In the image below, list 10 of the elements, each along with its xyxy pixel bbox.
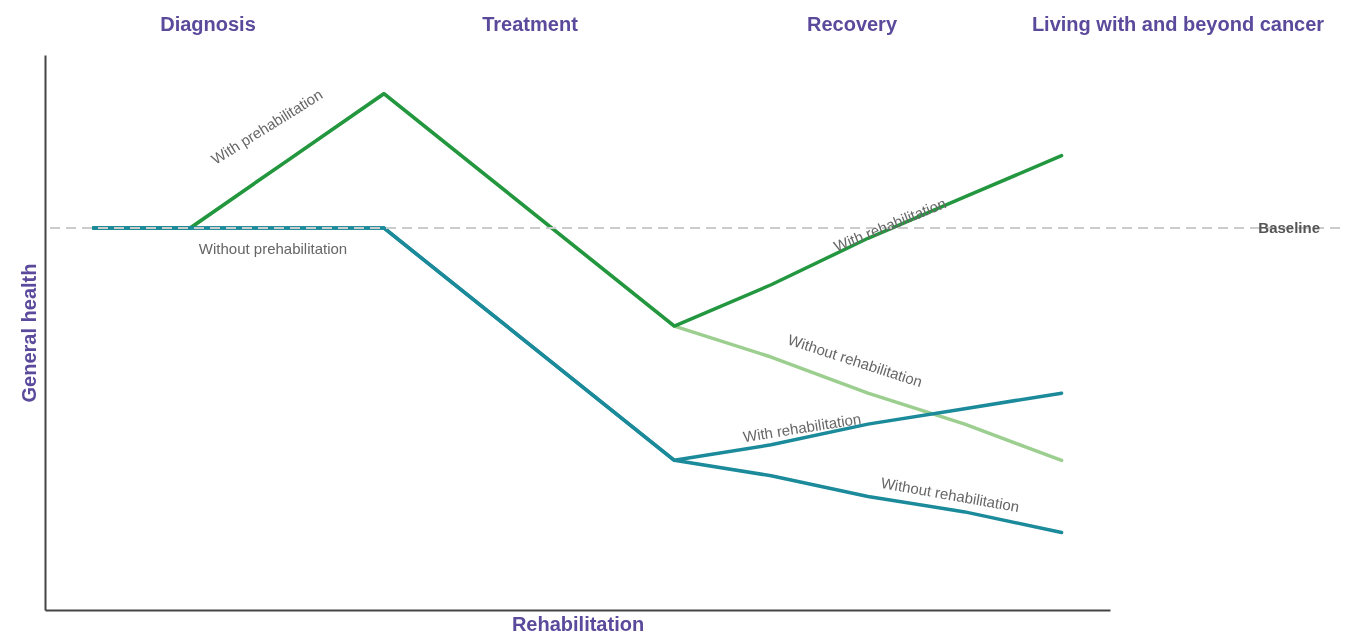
annotation: Without rehabilitation <box>879 473 1021 516</box>
ref-line-label: Baseline <box>1258 218 1320 236</box>
text: Treatment <box>482 13 579 35</box>
text: Recovery <box>806 13 898 35</box>
annotation: Without prehabilitation <box>198 240 348 257</box>
x-axis-title: Rehabilitation <box>511 612 645 635</box>
annotation: With rehabilitation <box>741 409 863 446</box>
text: Diagnosis <box>160 13 256 35</box>
y-axis-title: General health <box>17 263 40 403</box>
text: Living with and beyond cancer <box>1031 13 1325 35</box>
